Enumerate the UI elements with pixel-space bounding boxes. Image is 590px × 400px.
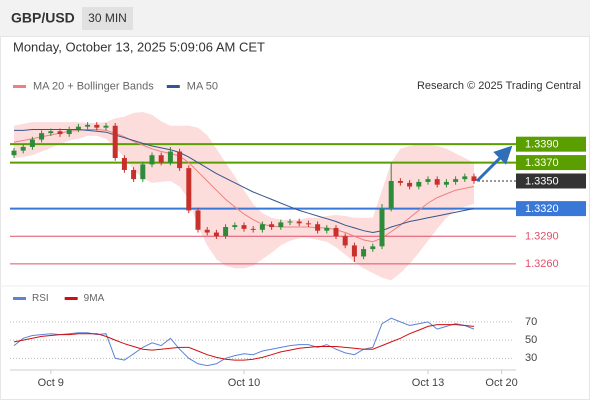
level-label: 1.3350: [525, 175, 559, 187]
datetime: Monday, October 13, 2025 5:09:06 AM CET: [13, 39, 265, 54]
candle-body: [195, 210, 201, 230]
legend-label: RSI: [32, 293, 49, 304]
candle-body: [213, 232, 219, 237]
candle-body: [425, 179, 431, 182]
candle-body: [361, 249, 367, 257]
level-label: 1.3370: [525, 157, 559, 169]
candle-body: [379, 208, 385, 247]
candle-body: [342, 236, 348, 246]
candle-body: [305, 223, 311, 225]
candle-body: [407, 182, 413, 187]
candle-body: [48, 131, 54, 134]
legend-swatch: [166, 85, 180, 88]
timeframe-badge: [82, 7, 133, 30]
candle-body: [121, 157, 127, 170]
candle-body: [259, 224, 265, 230]
candle-body: [315, 224, 321, 231]
x-tick-label: Oct 9: [38, 377, 64, 389]
candle-body: [388, 180, 394, 209]
candle-body: [131, 169, 137, 180]
candle-body: [75, 126, 81, 130]
candle-body: [453, 179, 459, 182]
candle-body: [85, 124, 91, 127]
bollinger-band: [14, 112, 474, 281]
candle-body: [158, 155, 164, 163]
candle-body: [333, 227, 339, 237]
credit: Research © 2025 Trading Central: [417, 80, 581, 92]
candle-body: [29, 139, 35, 147]
candle-body: [167, 151, 173, 163]
y-tick-label: 30: [525, 352, 537, 364]
legend-swatch: [13, 297, 26, 300]
candle-body: [397, 180, 403, 183]
legend-label: 9MA: [84, 293, 105, 304]
y-tick-label: 70: [525, 316, 537, 328]
level-label-box: [516, 155, 586, 171]
ma-line: [14, 129, 475, 234]
candle-body: [287, 221, 293, 223]
level-label: 1.3290: [525, 231, 559, 243]
candle-body: [20, 146, 26, 151]
x-tick-label: Oct 10: [228, 377, 260, 389]
candle-body: [177, 151, 183, 169]
level-label-box: [516, 136, 586, 152]
candle-body: [39, 133, 45, 140]
candle-body: [434, 179, 440, 185]
level-label-box: [516, 173, 586, 189]
candle-body: [112, 125, 118, 158]
legend-swatch: [13, 85, 26, 88]
ma-line: [13, 129, 475, 243]
x-tick-label: Oct 20: [485, 377, 517, 389]
candle-body: [186, 168, 192, 211]
candle-body: [296, 221, 302, 224]
level-label: 1.3320: [525, 203, 559, 215]
level-label: 1.3390: [525, 139, 559, 151]
candle-body: [443, 181, 449, 185]
legend-label: MA 50: [187, 80, 218, 92]
legend-label: MA 20 + Bollinger Bands: [33, 80, 154, 92]
candle-body: [324, 227, 330, 231]
candle-body: [57, 131, 63, 135]
level-label: 1.3260: [525, 258, 559, 270]
candle-body: [149, 155, 155, 165]
candle-body: [241, 225, 247, 229]
candle-body: [269, 224, 275, 228]
candle-body: [204, 229, 210, 233]
candle-body: [223, 227, 229, 237]
candle-body: [66, 129, 72, 135]
candle-body: [351, 245, 357, 257]
candle-body: [140, 164, 146, 180]
x-tick-label: Oct 13: [412, 377, 444, 389]
rsi-line: [13, 324, 475, 361]
candle-body: [11, 150, 17, 156]
candle-body: [94, 124, 100, 128]
candle-body: [462, 176, 468, 180]
timeframe: 30 MIN: [88, 11, 127, 25]
level-label-box: [516, 201, 586, 217]
candle-body: [103, 125, 109, 128]
candle-body: [250, 228, 256, 230]
forecast-arrow: [475, 145, 513, 183]
candle-body: [278, 222, 284, 228]
y-tick-label: 50: [525, 334, 537, 346]
candle-body: [232, 225, 238, 228]
candle-body: [416, 181, 422, 187]
symbol: GBP/USD: [11, 10, 75, 26]
candle-body: [471, 176, 477, 181]
candle-body: [370, 246, 376, 250]
legend-swatch: [64, 297, 78, 300]
